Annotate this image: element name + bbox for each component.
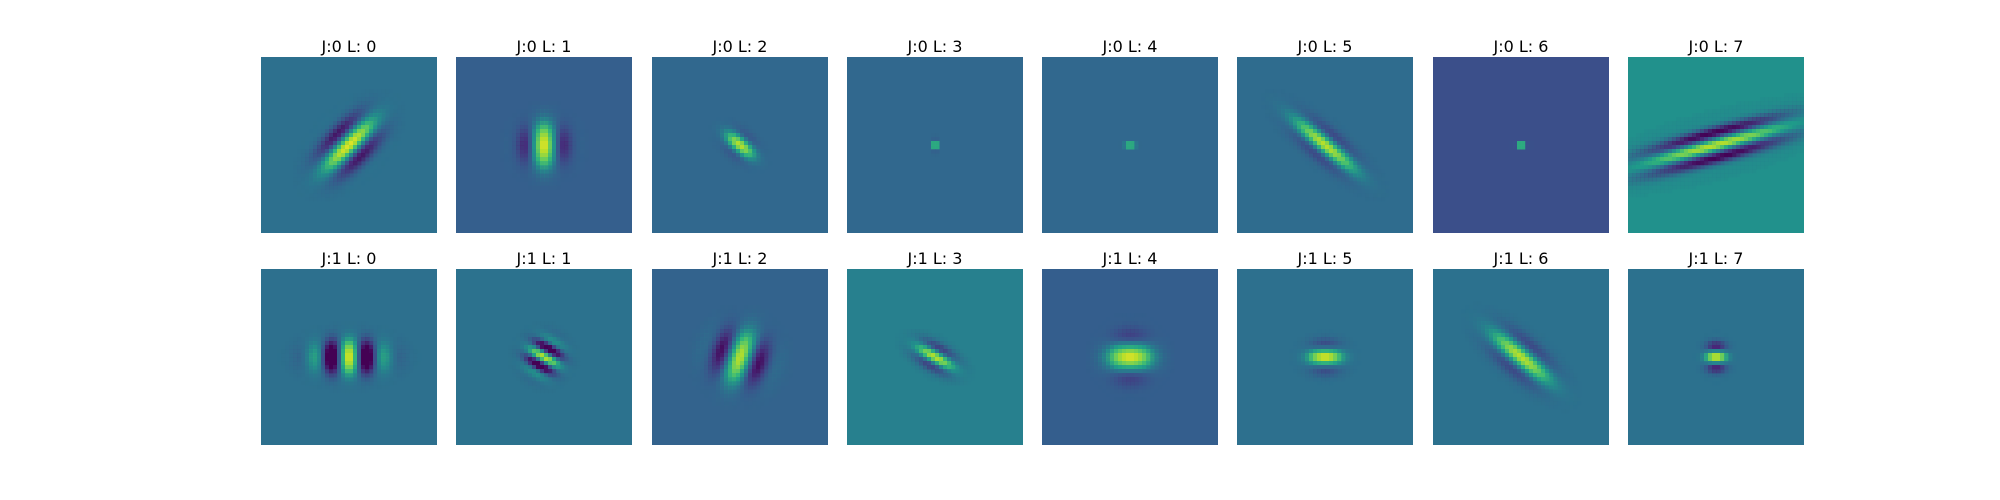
filter-panel: J:1 L: 6 (1433, 249, 1609, 445)
filter-image (261, 269, 437, 445)
panel-title: J:1 L: 4 (1102, 249, 1158, 268)
filter-panel: J:1 L: 2 (652, 249, 828, 445)
filter-image (1433, 269, 1609, 445)
panel-title: J:1 L: 1 (516, 249, 572, 268)
panel-title: J:0 L: 7 (1688, 37, 1744, 56)
panel-title: J:1 L: 6 (1493, 249, 1549, 268)
panel-title: J:1 L: 5 (1297, 249, 1353, 268)
filter-image (652, 269, 828, 445)
filter-image (1628, 269, 1804, 445)
panel-title: J:0 L: 4 (1102, 37, 1158, 56)
filter-panel: J:0 L: 2 (652, 37, 828, 233)
filter-panel: J:0 L: 3 (847, 37, 1023, 233)
filter-image (1042, 57, 1218, 233)
panel-title: J:0 L: 3 (907, 37, 963, 56)
filter-panel: J:0 L: 1 (456, 37, 632, 233)
filter-panel: J:0 L: 4 (1042, 37, 1218, 233)
filter-image (1237, 57, 1413, 233)
filter-image (847, 269, 1023, 445)
filter-image (456, 57, 632, 233)
panel-title: J:1 L: 3 (907, 249, 963, 268)
filter-image (1628, 57, 1804, 233)
panel-title: J:0 L: 5 (1297, 37, 1353, 56)
filter-panel: J:0 L: 5 (1237, 37, 1413, 233)
filter-panel: J:0 L: 0 (261, 37, 437, 233)
panel-title: J:0 L: 2 (712, 37, 768, 56)
panel-title: J:1 L: 2 (712, 249, 768, 268)
filter-image (261, 57, 437, 233)
filter-image (847, 57, 1023, 233)
filter-panel: J:1 L: 3 (847, 249, 1023, 445)
panel-title: J:0 L: 0 (321, 37, 377, 56)
filter-image (456, 269, 632, 445)
filter-panel: J:0 L: 6 (1433, 37, 1609, 233)
panel-title: J:0 L: 6 (1493, 37, 1549, 56)
filter-panel: J:0 L: 7 (1628, 37, 1804, 233)
filter-panel: J:1 L: 7 (1628, 249, 1804, 445)
panel-title: J:1 L: 0 (321, 249, 377, 268)
panel-title: J:1 L: 7 (1688, 249, 1744, 268)
filter-image (1433, 57, 1609, 233)
filter-image (1237, 269, 1413, 445)
filter-panel: J:1 L: 1 (456, 249, 632, 445)
filter-image (652, 57, 828, 233)
panel-title: J:0 L: 1 (516, 37, 572, 56)
filter-panel: J:1 L: 5 (1237, 249, 1413, 445)
filter-image (1042, 269, 1218, 445)
filter-panel: J:1 L: 0 (261, 249, 437, 445)
filter-panel: J:1 L: 4 (1042, 249, 1218, 445)
